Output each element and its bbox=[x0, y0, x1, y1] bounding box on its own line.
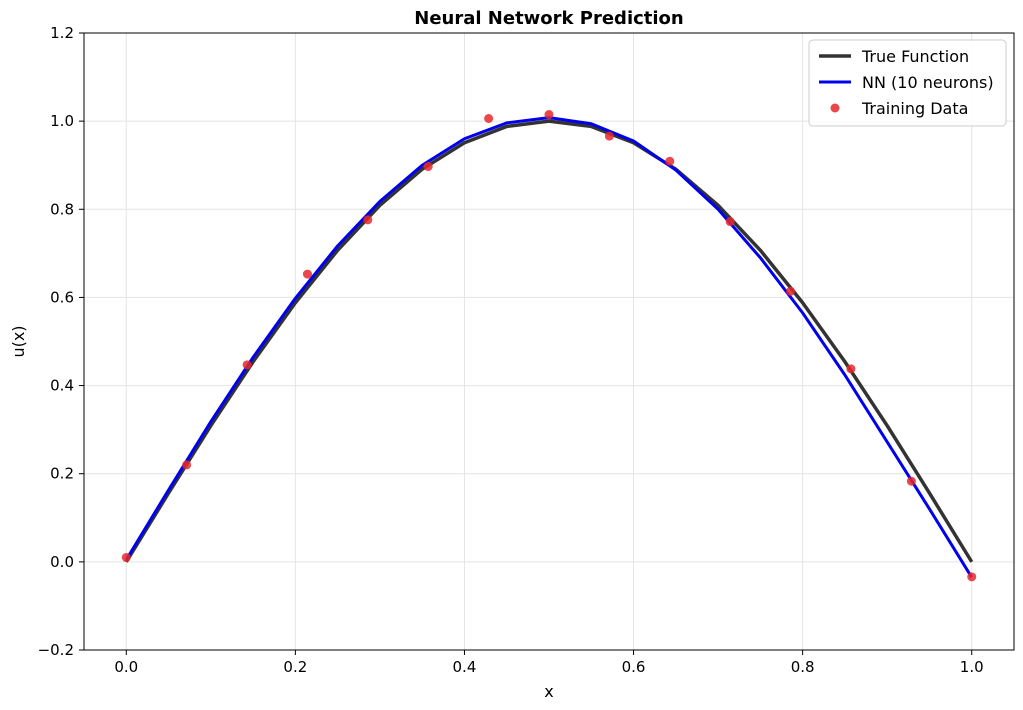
series-line-true-function bbox=[124, 119, 974, 563]
x-tick-label: 1.0 bbox=[960, 658, 984, 676]
legend: True Function NN (10 neurons) Training Dat… bbox=[808, 39, 1007, 127]
legend-entry-label: NN (10 neurons) bbox=[862, 73, 994, 92]
x-tick-label: 0.4 bbox=[453, 658, 477, 676]
x-tick-label: 0.6 bbox=[622, 658, 646, 676]
training-data-point bbox=[786, 286, 796, 296]
training-data-point bbox=[725, 217, 735, 227]
training-data-point bbox=[846, 364, 856, 374]
training-data-point bbox=[665, 156, 675, 166]
x-tick-label: 0.0 bbox=[114, 658, 138, 676]
training-data-point bbox=[242, 360, 252, 370]
training-data-point bbox=[302, 269, 312, 279]
training-data-point bbox=[967, 572, 977, 582]
y-tick-label: 1.2 bbox=[50, 24, 74, 42]
y-tick-label: −0.2 bbox=[38, 641, 74, 659]
training-data-point bbox=[423, 162, 433, 172]
training-data-point bbox=[363, 215, 373, 225]
y-tick-label: 0.0 bbox=[50, 553, 74, 571]
legend-entry-label: Training Data bbox=[861, 99, 968, 118]
x-tick-label: 0.8 bbox=[791, 658, 815, 676]
legend-entry-label: True Function bbox=[861, 47, 969, 66]
training-data-point bbox=[121, 552, 131, 562]
y-axis-label: u(x) bbox=[9, 325, 28, 357]
x-tick-label: 0.2 bbox=[283, 658, 307, 676]
axis-ticks: 0.0 0.2 0.4 0.6 0.8 1.0 −0.2 0.0 0.2 0.4 0.6 0.8 1.0… bbox=[38, 24, 984, 676]
chart-title: Neural Network Prediction bbox=[414, 8, 684, 29]
plot-frame bbox=[83, 32, 1015, 651]
y-tick-label: 0.4 bbox=[50, 377, 74, 395]
y-tick-label: 0.6 bbox=[50, 288, 74, 306]
training-data-point bbox=[604, 131, 614, 141]
series-layer bbox=[121, 110, 977, 582]
y-tick-label: 0.2 bbox=[50, 465, 74, 483]
training-data-point bbox=[484, 113, 494, 123]
y-tick-label: 1.0 bbox=[50, 112, 74, 130]
x-axis-label: x bbox=[544, 682, 553, 701]
training-data-point bbox=[544, 110, 554, 120]
y-tick-label: 0.8 bbox=[50, 200, 74, 218]
training-data-point bbox=[182, 460, 192, 470]
training-data-point bbox=[906, 476, 916, 486]
legend-box bbox=[808, 39, 1007, 127]
legend-swatch-marker bbox=[830, 103, 840, 113]
